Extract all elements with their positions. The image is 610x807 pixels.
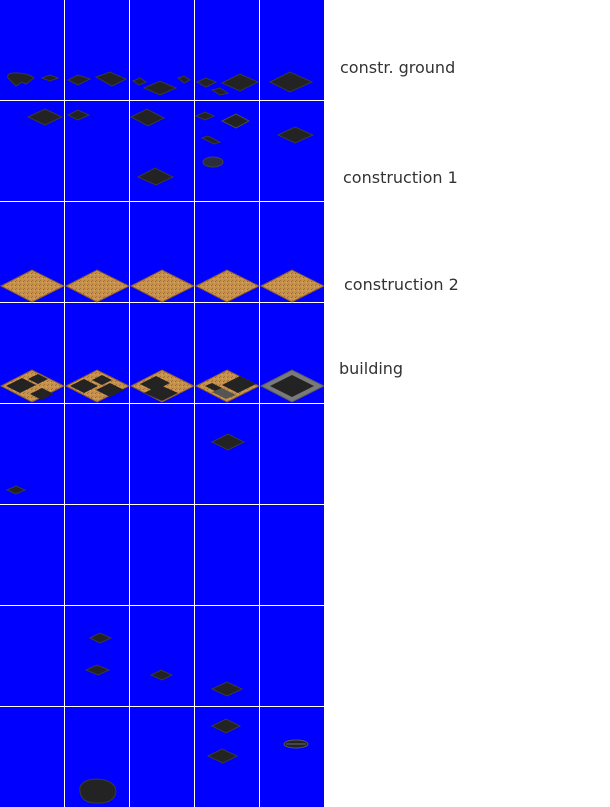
small-patch-sprite [88, 632, 113, 644]
sand-tile-sprite [129, 269, 196, 303]
row-label-construction-2: construction 2 [344, 275, 459, 294]
row-label-constr-ground: constr. ground [340, 58, 456, 77]
sprite-sheet [0, 0, 324, 807]
building-block-sprite [70, 379, 98, 393]
ground-patch-sprite [94, 71, 128, 87]
row-construction-1-sprites [26, 108, 315, 186]
building-block-sprite [140, 376, 170, 391]
small-patch-sprite [210, 718, 242, 734]
small-patch-sprite [206, 748, 239, 764]
construction-plate-sprite [200, 135, 222, 145]
row-label-building: building [339, 359, 404, 378]
ground-patch-sprite [210, 87, 230, 96]
construction-plate-sprite [276, 126, 315, 144]
building-block-sprite [92, 375, 112, 385]
row-7-sprites [84, 632, 244, 697]
building-block-sprite [144, 385, 178, 401]
construction-plate-sprite [26, 108, 64, 126]
row-constr-ground-sprites [7, 71, 314, 96]
construction-plate-sprite [136, 167, 175, 186]
ground-patch-sprite [195, 77, 218, 88]
ground-patch-sprite [268, 71, 314, 93]
sand-tile-sprite [259, 269, 324, 303]
construction-plate-sprite [220, 113, 251, 129]
small-patch-sprite [5, 485, 27, 495]
ground-patch-sprite [131, 77, 148, 86]
ground-patch-sprite [176, 75, 191, 84]
small-patch-sprite [210, 433, 246, 451]
small-patch-sprite [84, 664, 111, 676]
ground-patch-sprite [7, 72, 35, 87]
small-patch-sprite [210, 681, 244, 697]
construction-plate-sprite [129, 108, 166, 127]
building-block-sprite [6, 378, 36, 393]
sand-tile-sprite [194, 269, 261, 303]
small-patch-sprite [149, 669, 174, 681]
construction-plate-sprite [202, 156, 224, 168]
building-block-sprite [222, 376, 256, 393]
row-construction-2-sprites [0, 269, 324, 303]
round-patch-sprite [79, 778, 117, 804]
building-block-sprite [212, 388, 236, 399]
ground-patch-sprite [220, 73, 260, 92]
row-5-sprites [5, 433, 246, 495]
building-block-sprite [30, 388, 54, 400]
row-building-sprites [0, 369, 324, 403]
sprite-grid [0, 0, 324, 807]
ground-patch-sprite [66, 74, 92, 86]
building-block-sprite [96, 383, 124, 397]
ground-patch-sprite [40, 74, 60, 82]
building-block-sprite [205, 383, 222, 391]
construction-plate-sprite [66, 109, 91, 121]
sand-tile-sprite [64, 269, 131, 303]
row-8-sprites [79, 718, 309, 804]
building-block-sprite [270, 375, 314, 397]
sand-tile-sprite [0, 269, 66, 303]
row-label-construction-1: construction 1 [343, 168, 458, 187]
ground-patch-sprite [142, 80, 178, 96]
building-block-sprite [28, 374, 48, 384]
construction-plate-sprite [194, 111, 216, 121]
